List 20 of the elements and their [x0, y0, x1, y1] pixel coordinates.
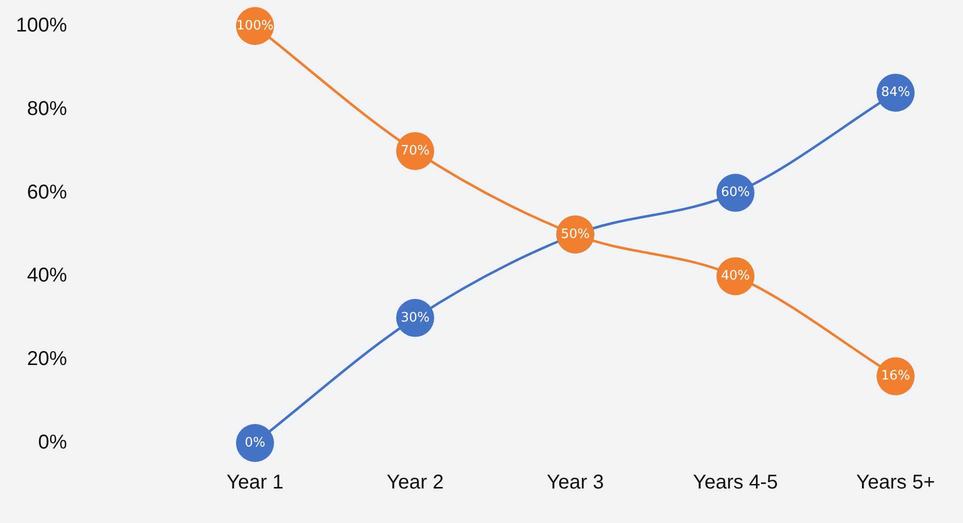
data-label: 30% — [400, 310, 430, 326]
data-label: 60% — [721, 185, 750, 200]
y-tick-label: 20% — [26, 348, 68, 370]
data-label: 0% — [244, 435, 266, 450]
x-tick-label: Years 5+ — [856, 472, 936, 494]
y-tick-label: 60% — [26, 181, 68, 204]
y-tick-label: 80% — [26, 98, 68, 120]
data-label: 16% — [881, 368, 910, 384]
data-label: 40% — [721, 268, 750, 284]
data-label: 50% — [560, 226, 590, 242]
x-tick-label: Year 3 — [546, 472, 604, 494]
x-tick-label: Year 1 — [226, 472, 284, 494]
data-label: 100% — [236, 18, 274, 34]
y-tick-label: 100% — [16, 14, 68, 37]
data-label: 70% — [400, 143, 430, 158]
y-tick-label: 0% — [38, 432, 68, 454]
x-tick-label: Year 2 — [386, 472, 444, 494]
y-tick-label: 40% — [26, 264, 68, 287]
x-tick-label: Years 4-5 — [693, 472, 778, 494]
data-label: 84% — [881, 85, 910, 100]
